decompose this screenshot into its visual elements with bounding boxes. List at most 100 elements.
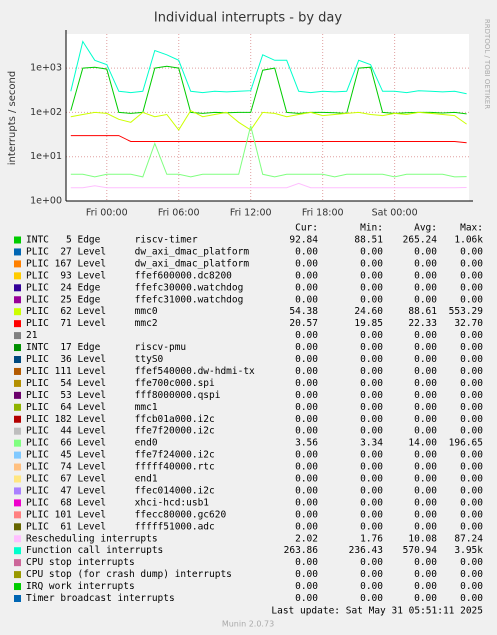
legend-value: 265.24	[403, 235, 438, 246]
legend-value: 0.00	[414, 497, 437, 508]
legend-swatch	[14, 403, 21, 411]
legend-label: PLIC 44 Level ffe7f20000.i2c	[26, 426, 215, 437]
y-tick-label: 1e+00	[30, 196, 62, 207]
series-line	[70, 65, 467, 115]
legend-value: 0.00	[360, 270, 383, 281]
legend-value: 0.00	[460, 342, 483, 353]
legend-value: 0.00	[414, 402, 437, 413]
legend-value: 0.00	[295, 485, 318, 496]
y-tick-label: 1e+03	[30, 63, 62, 74]
legend-value: 0.00	[414, 378, 437, 389]
legend-swatch	[14, 379, 21, 387]
legend-value: 0.00	[414, 557, 437, 568]
legend-value: 0.00	[460, 581, 483, 592]
legend-header: Max:	[460, 223, 483, 234]
legend-value: 2.02	[295, 533, 318, 544]
legend-value: 3.34	[360, 438, 383, 449]
legend-value: 0.00	[460, 569, 483, 580]
legend-value: 0.00	[460, 557, 483, 568]
legend-value: 0.00	[360, 354, 383, 365]
legend-value: 0.00	[295, 246, 318, 257]
legend-value: 0.00	[295, 521, 318, 532]
legend-value: 0.00	[295, 414, 318, 425]
legend-value: 0.00	[460, 258, 483, 269]
x-tick-label: Sat 00:00	[372, 208, 418, 219]
legend-value: 0.00	[295, 342, 318, 353]
legend-value: 0.00	[460, 402, 483, 413]
legend-label: PLIC 67 Level end1	[26, 474, 158, 485]
legend-value: 0.00	[360, 246, 383, 257]
legend-value: 0.00	[295, 450, 318, 461]
legend-value: 0.00	[360, 282, 383, 293]
legend-label: PLIC 61 Level fffff51000.adc	[26, 521, 215, 532]
legend-swatch	[14, 367, 21, 375]
legend-value: 0.00	[360, 569, 383, 580]
legend-label: PLIC 62 Level mmc0	[26, 306, 158, 317]
legend-value: 0.00	[414, 509, 437, 520]
legend-value: 0.00	[460, 366, 483, 377]
legend-swatch	[14, 535, 21, 543]
legend-value: 0.00	[295, 509, 318, 520]
legend-label: PLIC 111 Level ffef540000.dw-hdmi-tx	[26, 366, 255, 377]
y-axis-label: interrupts / second	[7, 71, 18, 165]
legend-label: CPU stop (for crash dump) interrupts	[26, 569, 232, 580]
legend-value: 0.00	[360, 342, 383, 353]
legend-label: PLIC 27 Level dw_axi_dmac_platform	[26, 246, 249, 257]
legend-header: Avg:	[414, 223, 437, 234]
legend-value: 0.00	[295, 270, 318, 281]
series-line	[70, 125, 467, 178]
x-tick-label: Fri 00:00	[86, 208, 128, 219]
legend-value: 0.00	[360, 294, 383, 305]
legend-value: 1.06k	[454, 235, 483, 246]
legend-swatch	[14, 463, 21, 471]
side-text: RRDTOOL / TOBI OETIKER	[483, 19, 491, 109]
legend-value: 0.00	[295, 366, 318, 377]
legend-swatch	[14, 439, 21, 447]
legend-value: 0.00	[295, 474, 318, 485]
legend-value: 0.00	[414, 366, 437, 377]
legend-value: 0.00	[295, 593, 318, 604]
legend-value: 0.00	[360, 581, 383, 592]
legend-header: Min:	[360, 223, 383, 234]
legend-label: PLIC 36 Level ttyS0	[26, 354, 164, 365]
legend-label: PLIC 68 Level xhci-hcd:usb1	[26, 497, 209, 508]
legend-swatch	[14, 427, 21, 435]
series-line	[70, 135, 467, 144]
legend-swatch	[14, 583, 21, 591]
legend-value: 0.00	[295, 330, 318, 341]
legend-value: 0.00	[295, 258, 318, 269]
legend-value: 196.65	[449, 438, 483, 449]
legend-label: PLIC 167 Level dw_axi_dmac_platform	[26, 258, 249, 269]
legend-value: 0.00	[460, 282, 483, 293]
legend-value: 0.00	[460, 390, 483, 401]
legend-value: 0.00	[460, 485, 483, 496]
legend-label: INTC 17 Edge riscv-pmu	[26, 342, 186, 353]
legend-value: 236.43	[349, 545, 383, 556]
legend-value: 0.00	[295, 282, 318, 293]
plot-area	[66, 34, 469, 201]
legend-swatch	[14, 391, 21, 399]
legend-value: 54.38	[289, 306, 318, 317]
legend-swatch	[14, 272, 21, 280]
legend-value: 0.00	[414, 521, 437, 532]
legend-label: 21	[26, 330, 38, 341]
legend-value: 0.00	[414, 294, 437, 305]
legend-value: 0.00	[295, 294, 318, 305]
legend-value: 0.00	[460, 450, 483, 461]
legend-value: 0.00	[360, 366, 383, 377]
legend-value: 0.00	[360, 378, 383, 389]
legend-value: 0.00	[414, 581, 437, 592]
legend-value: 0.00	[460, 354, 483, 365]
y-tick-label: 1e+01	[30, 151, 62, 162]
legend-label: Rescheduling interrupts	[26, 533, 158, 544]
legend-value: 14.00	[408, 438, 437, 449]
legend-label: PLIC 93 Level ffef600000.dc8200	[26, 270, 232, 281]
legend-value: 0.00	[414, 246, 437, 257]
legend-value: 0.00	[295, 581, 318, 592]
legend-value: 0.00	[295, 557, 318, 568]
last-update: Last update: Sat May 31 05:51:11 2025	[271, 606, 483, 617]
legend-label: PLIC 53 Level fff8000000.qspi	[26, 390, 221, 401]
legend-swatch	[14, 332, 21, 340]
legend-label: PLIC 74 Level fffff40000.rtc	[26, 462, 215, 473]
legend-swatch	[14, 511, 21, 519]
